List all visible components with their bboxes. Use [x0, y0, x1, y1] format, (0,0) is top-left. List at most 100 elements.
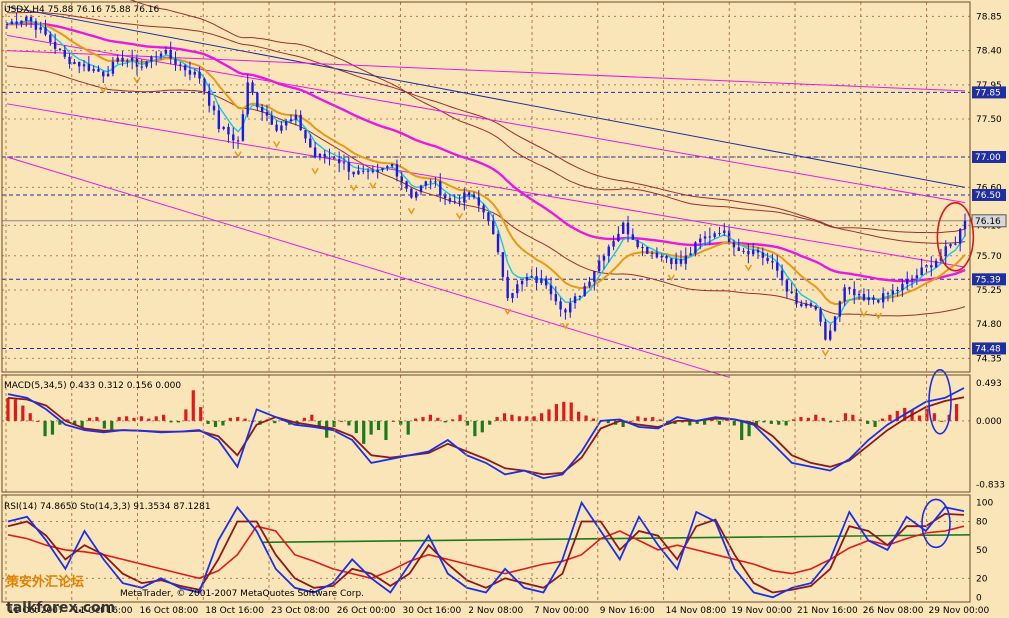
macd-histogram-bar: [154, 416, 158, 421]
macd-histogram-bar: [888, 414, 892, 421]
time-tick-label: 30 Oct 16:00: [403, 606, 462, 616]
candle-body: [232, 134, 235, 141]
candle-body: [328, 157, 331, 159]
candle-body: [188, 70, 192, 75]
time-tick-label: 7 Nov 00:00: [534, 606, 589, 616]
macd-histogram-bar: [858, 419, 862, 421]
price-tick-label: 78.40: [976, 47, 1002, 57]
fractal-marker: [133, 77, 141, 84]
candle-body: [771, 261, 774, 263]
candle-body: [429, 181, 432, 183]
macd-histogram-bar: [310, 414, 314, 421]
macd-histogram-bar: [273, 420, 277, 424]
macd-histogram-bar: [162, 414, 166, 421]
macd-histogram-bar: [147, 418, 151, 421]
macd-histogram-bar: [58, 420, 62, 425]
candle-body: [689, 253, 692, 256]
osc-highlight-ellipse[interactable]: [921, 498, 951, 549]
level-label: 74.48: [975, 344, 1001, 354]
candle-body: [106, 73, 110, 77]
macd-histogram-bar: [36, 420, 40, 422]
macd-histogram-bar: [917, 415, 922, 421]
candle-body: [92, 69, 95, 71]
candle-body: [207, 90, 211, 106]
main-price-panel[interactable]: 78.8578.4077.9577.5077.0076.6076.1075.70…: [2, 0, 1007, 378]
price-tick-label: 74.80: [976, 320, 1002, 330]
candle-body: [723, 230, 726, 234]
candle-body: [323, 153, 326, 158]
macd-histogram-bar: [525, 416, 529, 421]
candle-body: [915, 275, 919, 279]
level-label-box: [972, 342, 1006, 355]
macd-histogram-bar: [369, 420, 373, 435]
watermark: talkforex.com: [6, 600, 115, 616]
macd-histogram-bar: [221, 420, 225, 426]
macd-histogram-bar: [539, 413, 544, 421]
trendline-magenta-1[interactable]: [6, 34, 966, 204]
trendline-blue[interactable]: [6, 6, 966, 188]
macd-highlight-ellipse[interactable]: [928, 368, 952, 435]
candle-body: [848, 287, 851, 290]
macd-histogram-bar: [13, 399, 18, 421]
candle-body: [145, 61, 148, 67]
macd-histogram-bar: [384, 420, 388, 440]
highlight-ellipse[interactable]: [936, 201, 975, 272]
candle-body: [920, 267, 923, 276]
macd-panel[interactable]: 0.493 0.000 -0.833: [2, 368, 1005, 491]
macd-histogram-bar: [606, 420, 610, 424]
macd-histogram-bar: [80, 420, 84, 427]
candle-body: [241, 114, 245, 141]
candle-body: [872, 297, 875, 300]
trendline-magenta-3[interactable]: [6, 103, 966, 268]
candle-body: [516, 284, 519, 294]
macd-histogram-bar: [651, 417, 655, 421]
candle-body: [713, 233, 716, 237]
copyright-text: MetaTrader, © 2001-2007 MetaQuotes Softw…: [120, 589, 364, 599]
macd-tick-label: -0.833: [976, 481, 1005, 491]
candle-body: [583, 286, 586, 297]
candle-body: [891, 290, 894, 295]
candle-body: [472, 195, 476, 198]
candle-body: [617, 233, 620, 242]
candle-body: [381, 168, 384, 170]
macd-histogram-bar: [925, 408, 929, 421]
osc-tick-label: 20: [976, 574, 988, 584]
macd-histogram-bar: [754, 420, 759, 426]
macd-histogram-bar: [695, 420, 699, 424]
macd-histogram-bar: [243, 418, 247, 421]
macd-histogram-bar: [777, 420, 781, 425]
macd-histogram-bar: [791, 419, 796, 421]
candle-body: [174, 58, 177, 65]
candle-body: [612, 241, 615, 247]
fractal-marker: [349, 184, 358, 192]
candle-body: [694, 242, 697, 254]
rsi-stochastic-panel[interactable]: 100 80 50 20 0: [2, 499, 993, 604]
envelope-upper-line: [129, 0, 966, 234]
candle-body: [294, 114, 298, 120]
candle-body: [896, 289, 899, 291]
macd-histogram-bar: [436, 417, 440, 421]
macd-histogram-bar: [6, 397, 10, 421]
macd-histogram-bar: [376, 420, 381, 431]
candle-body: [29, 16, 33, 22]
osc-trendline[interactable]: [261, 533, 971, 544]
macd-histogram-bar: [480, 420, 484, 433]
trendline-magenta-4[interactable]: [6, 156, 730, 378]
candle-body: [930, 265, 933, 268]
candle-body: [251, 82, 254, 93]
candle-body: [405, 181, 408, 189]
macd-histogram-bar: [799, 417, 803, 421]
candle-body: [414, 192, 418, 198]
price-tick-label: 78.85: [976, 12, 1002, 22]
candle-body: [169, 49, 172, 59]
candle-body: [270, 115, 273, 125]
macd-histogram-bar: [851, 414, 855, 421]
watermark-cn: 策安外汇论坛: [6, 574, 84, 590]
price-tick-label: 75.25: [976, 286, 1002, 296]
candle-body: [155, 56, 158, 58]
candle-body: [549, 285, 553, 295]
macd-histogram-bar: [206, 420, 210, 424]
candle-body: [126, 60, 129, 62]
candle-body: [593, 271, 596, 282]
